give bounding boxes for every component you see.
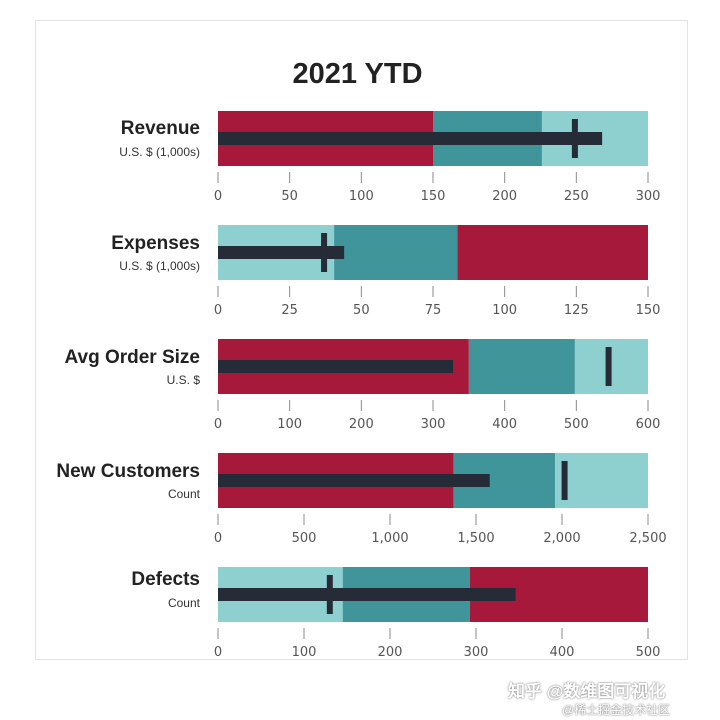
new-customers-tick-label-5: 2,500 xyxy=(629,531,666,546)
expenses-target-marker xyxy=(321,233,328,272)
avg-order-size-sublabel: U.S. $ xyxy=(166,373,200,387)
avg-order-size-tick-label-0: 0 xyxy=(214,417,222,432)
new-customers-label: New Customers xyxy=(56,461,200,482)
expenses-tick-label-4: 100 xyxy=(492,303,517,318)
revenue-tick-label-2: 100 xyxy=(349,189,374,204)
expenses-tick-label-5: 125 xyxy=(564,303,589,318)
avg-order-size-tick-label-2: 200 xyxy=(349,417,374,432)
defects-tick-label-2: 200 xyxy=(378,645,403,660)
watermark: 知乎 @数维图可视化 xyxy=(508,682,666,701)
avg-order-size-tick-label-4: 400 xyxy=(492,417,517,432)
revenue-tick-label-5: 250 xyxy=(564,189,589,204)
chart-title: 2021 YTD xyxy=(292,58,423,90)
revenue-tick-label-3: 150 xyxy=(421,189,446,204)
new-customers-tick-label-3: 1,500 xyxy=(457,531,494,546)
defects-tick-label-4: 400 xyxy=(550,645,575,660)
revenue-tick-label-1: 50 xyxy=(281,189,298,204)
expenses-measure-bar xyxy=(218,246,345,259)
revenue-label: Revenue xyxy=(120,118,200,139)
new-customers-tick-label-2: 1,000 xyxy=(371,531,408,546)
revenue-sublabel: U.S. $ (1,000s) xyxy=(119,145,200,159)
expenses-range-3 xyxy=(457,225,648,280)
revenue-target-marker xyxy=(571,119,578,158)
defects-label: Defects xyxy=(131,569,200,590)
defects-tick-label-1: 100 xyxy=(292,645,317,660)
revenue-tick-label-0: 0 xyxy=(214,189,222,204)
new-customers-tick-label-0: 0 xyxy=(214,531,222,546)
defects-sublabel: Count xyxy=(167,596,200,610)
new-customers-range-3 xyxy=(555,453,648,508)
new-customers-target-marker xyxy=(561,461,568,500)
expenses-label: Expenses xyxy=(111,233,200,254)
revenue-measure-bar xyxy=(218,132,603,145)
defects-tick-label-0: 0 xyxy=(214,645,222,660)
defects-tick-label-5: 500 xyxy=(636,645,661,660)
avg-order-size-target-marker xyxy=(605,347,612,386)
new-customers-tick-label-1: 500 xyxy=(292,531,317,546)
avg-order-size-tick-label-6: 600 xyxy=(636,417,661,432)
expenses-tick-label-3: 75 xyxy=(425,303,442,318)
defects-tick-label-3: 300 xyxy=(464,645,489,660)
new-customers-tick-label-4: 2,000 xyxy=(543,531,580,546)
avg-order-size-measure-bar xyxy=(218,360,454,373)
defects-measure-bar xyxy=(218,588,516,601)
avg-order-size-tick-label-5: 500 xyxy=(564,417,589,432)
avg-order-size-tick-label-1: 100 xyxy=(277,417,302,432)
new-customers-measure-bar xyxy=(218,474,490,487)
expenses-sublabel: U.S. $ (1,000s) xyxy=(119,259,200,273)
expenses-tick-label-2: 50 xyxy=(353,303,370,318)
avg-order-size-range-2 xyxy=(468,339,575,394)
defects-target-marker xyxy=(326,575,333,614)
avg-order-size-label: Avg Order Size xyxy=(64,347,200,368)
expenses-range-2 xyxy=(334,225,458,280)
revenue-tick-label-6: 300 xyxy=(636,189,661,204)
expenses-tick-label-1: 25 xyxy=(281,303,298,318)
avg-order-size-tick-label-3: 300 xyxy=(421,417,446,432)
watermark-sub: @稀土掘金技术社区 xyxy=(562,703,671,717)
expenses-tick-label-0: 0 xyxy=(214,303,222,318)
chart-frame xyxy=(35,20,688,660)
new-customers-sublabel: Count xyxy=(167,487,200,501)
expenses-tick-label-6: 150 xyxy=(636,303,661,318)
revenue-tick-label-4: 200 xyxy=(492,189,517,204)
